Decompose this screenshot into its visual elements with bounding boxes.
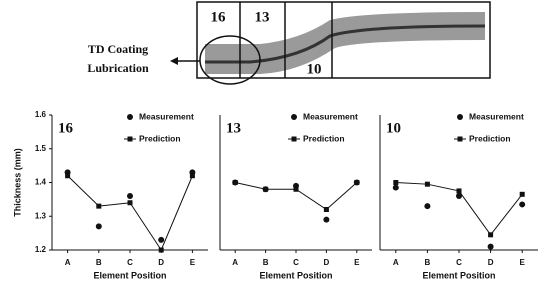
legend-label: Measurement	[139, 111, 194, 121]
x-tick-label: A	[232, 258, 238, 267]
legend-marker	[128, 137, 133, 142]
x-tick-label: D	[324, 258, 330, 267]
point	[96, 204, 101, 209]
point	[158, 237, 164, 243]
point	[294, 187, 299, 192]
point	[519, 201, 525, 207]
arrow-head	[170, 57, 178, 65]
point	[263, 187, 268, 192]
point	[488, 232, 493, 237]
tube-diagram: 16 13 10 TD Coating Lubrication	[87, 2, 490, 84]
y-axis-label: Thickness (mm)	[12, 148, 22, 217]
point	[324, 207, 329, 212]
x-tick-label: D	[158, 258, 164, 267]
x-tick-label: E	[190, 258, 196, 267]
x-tick-label: C	[456, 258, 462, 267]
legend-marker	[292, 137, 297, 142]
x-tick-label: A	[393, 258, 399, 267]
x-tick-label: D	[488, 258, 494, 267]
point	[424, 203, 430, 209]
legend-label: Measurement	[303, 111, 358, 121]
y-tick-label: 1.2	[35, 245, 47, 254]
point	[159, 248, 164, 253]
annotation: TD Coating	[88, 42, 148, 56]
y-tick-label: 1.6	[35, 110, 47, 119]
x-tick-label: B	[96, 258, 102, 267]
legend-label: Measurement	[469, 111, 524, 121]
x-tick-label: B	[263, 258, 269, 267]
y-tick-label: 1.5	[35, 144, 47, 153]
section-label: 16	[211, 9, 227, 25]
x-tick-label: E	[520, 258, 526, 267]
point	[190, 173, 195, 178]
y-tick-label: 1.4	[35, 178, 47, 187]
point	[457, 188, 462, 193]
point	[354, 180, 359, 185]
x-axis-label: Element Position	[93, 270, 166, 280]
x-axis-label: Element Position	[422, 270, 495, 280]
legend-label: Prediction	[469, 133, 511, 143]
x-tick-label: C	[127, 258, 133, 267]
point	[233, 180, 238, 185]
x-tick-label: C	[293, 258, 299, 267]
panel-title: 10	[386, 120, 401, 136]
panel-title: 16	[58, 120, 74, 136]
legend-marker	[291, 114, 297, 120]
y-tick-label: 1.3	[35, 211, 47, 220]
panel-title: 13	[226, 120, 241, 136]
point	[127, 193, 133, 199]
legend-label: Prediction	[139, 133, 181, 143]
legend-marker	[457, 114, 463, 120]
section-label: 13	[255, 9, 270, 25]
legend-label: Prediction	[303, 133, 345, 143]
section-label: 10	[307, 61, 322, 77]
point	[96, 223, 102, 229]
point	[393, 180, 398, 185]
series-line	[68, 176, 193, 250]
point	[520, 192, 525, 197]
point	[323, 217, 329, 223]
x-tick-label: E	[354, 258, 360, 267]
legend-marker	[458, 137, 463, 142]
point	[488, 244, 494, 250]
x-tick-label: B	[425, 258, 431, 267]
point	[128, 200, 133, 205]
x-tick-label: A	[65, 258, 71, 267]
point	[425, 182, 430, 187]
figure: 16 13 10 TD Coating Lubrication 1.2 1.3 1.…	[0, 0, 542, 283]
annotation: Lubrication	[87, 61, 149, 75]
point	[65, 173, 70, 178]
legend-marker	[127, 114, 133, 120]
point	[393, 185, 399, 191]
x-axis-label: Element Position	[259, 270, 332, 280]
